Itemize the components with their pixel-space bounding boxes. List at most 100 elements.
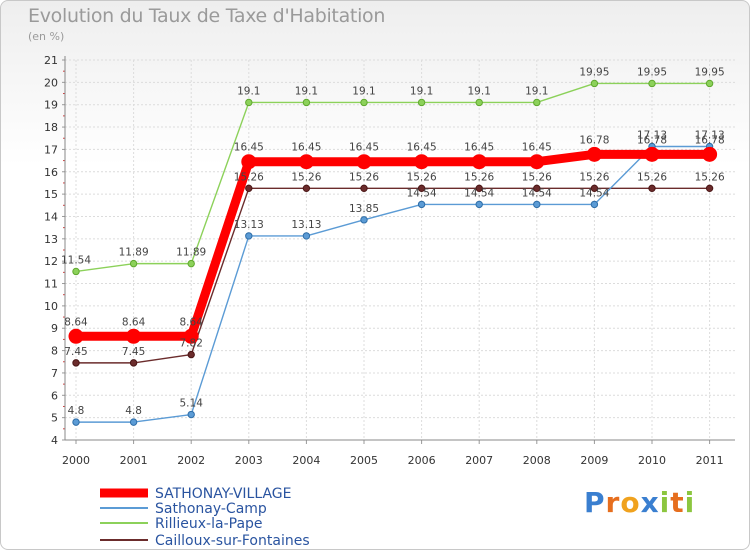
data-label: 8.64 bbox=[180, 316, 204, 328]
data-label: 14.54 bbox=[407, 187, 437, 199]
data-point bbox=[586, 146, 602, 162]
y-tick-label: 8 bbox=[51, 345, 58, 358]
data-point bbox=[702, 146, 718, 162]
data-point bbox=[245, 232, 253, 240]
data-label: 19.1 bbox=[237, 85, 260, 97]
logo-letter: P bbox=[584, 486, 606, 519]
logo-letter: x bbox=[640, 486, 660, 519]
data-label: 14.54 bbox=[522, 187, 552, 199]
data-label: 11.54 bbox=[61, 254, 91, 266]
data-point bbox=[590, 200, 599, 209]
data-label: 13.13 bbox=[234, 219, 264, 231]
x-tick-label: 2009 bbox=[580, 454, 608, 467]
legend-label: Rillieux-la-Pape bbox=[155, 516, 263, 532]
y-tick-label: 17 bbox=[44, 143, 58, 156]
data-point bbox=[417, 98, 426, 107]
data-point bbox=[360, 184, 368, 193]
data-point bbox=[590, 184, 599, 193]
data-label: 15.26 bbox=[579, 171, 609, 183]
x-tick-label: 2001 bbox=[120, 454, 148, 467]
data-point bbox=[475, 98, 483, 107]
x-tick-label: 2003 bbox=[235, 454, 263, 467]
y-tick-label: 12 bbox=[44, 255, 58, 268]
data-point bbox=[360, 98, 368, 107]
data-label: 15.26 bbox=[695, 171, 725, 183]
data-point bbox=[648, 184, 656, 193]
x-tick-label: 2005 bbox=[350, 454, 378, 467]
x-tick-label: 2000 bbox=[62, 454, 90, 467]
proxiti-logo: Proxiti bbox=[584, 486, 695, 519]
series-line-0 bbox=[76, 149, 710, 341]
chart-title: Evolution du Taux de Taxe d'Habitation bbox=[28, 5, 386, 27]
data-point bbox=[471, 154, 487, 170]
y-tick-label: 21 bbox=[44, 54, 58, 67]
y-tick-label: 19 bbox=[44, 99, 58, 112]
data-label: 15.26 bbox=[349, 171, 379, 183]
chart-unit: (en %) bbox=[28, 30, 65, 43]
series-line-1 bbox=[76, 145, 710, 423]
data-label: 15.26 bbox=[637, 171, 667, 183]
y-tick-label: 20 bbox=[44, 76, 58, 89]
x-tick-label: 2002 bbox=[177, 454, 205, 467]
data-point bbox=[414, 154, 430, 170]
data-point bbox=[126, 328, 142, 344]
y-tick-label: 9 bbox=[51, 322, 58, 335]
data-label: 17.13 bbox=[695, 130, 725, 142]
data-point bbox=[529, 154, 545, 170]
data-label: 16.78 bbox=[579, 134, 609, 146]
data-point bbox=[241, 154, 257, 170]
series-line-2 bbox=[75, 82, 710, 273]
y-tick-label: 15 bbox=[44, 188, 58, 201]
data-label: 11.89 bbox=[119, 247, 149, 259]
logo-letter: i bbox=[684, 486, 696, 519]
data-point bbox=[129, 259, 138, 268]
data-point bbox=[533, 200, 541, 209]
data-point bbox=[644, 146, 660, 162]
x-tick-label: 2006 bbox=[408, 454, 436, 467]
data-label: 16.45 bbox=[349, 142, 379, 154]
data-label: 19.1 bbox=[295, 85, 318, 97]
data-label: 15.26 bbox=[407, 171, 437, 183]
data-label: 16.45 bbox=[407, 142, 437, 154]
data-point bbox=[302, 98, 311, 107]
data-point bbox=[183, 328, 199, 344]
data-label: 16.45 bbox=[291, 142, 321, 154]
x-tick-label: 2004 bbox=[292, 454, 320, 467]
data-label: 15.26 bbox=[464, 171, 494, 183]
data-label: 16.45 bbox=[464, 142, 494, 154]
x-tick-label: 2008 bbox=[523, 454, 551, 467]
data-point bbox=[129, 359, 138, 367]
data-point bbox=[356, 154, 372, 170]
data-label: 19.95 bbox=[579, 66, 609, 78]
legend-label: SATHONAY-VILLAGE bbox=[155, 486, 291, 502]
data-point bbox=[302, 232, 311, 240]
data-point bbox=[187, 410, 195, 419]
data-label: 7.45 bbox=[122, 346, 145, 358]
x-tick-label: 2010 bbox=[638, 454, 666, 467]
data-label: 14.54 bbox=[579, 187, 609, 199]
data-label: 8.64 bbox=[64, 316, 88, 328]
data-label: 15.26 bbox=[234, 171, 264, 183]
data-point bbox=[590, 79, 599, 88]
logo-letter: r bbox=[605, 486, 621, 519]
data-point bbox=[187, 259, 195, 268]
data-point bbox=[705, 79, 714, 88]
logo-letter: i bbox=[659, 486, 671, 519]
data-point bbox=[648, 79, 656, 88]
series-line-3 bbox=[76, 187, 710, 364]
data-label: 8.64 bbox=[122, 316, 146, 328]
y-tick-label: 14 bbox=[44, 210, 58, 223]
legend-label: Cailloux-sur-Fontaines bbox=[155, 533, 310, 549]
x-tick-label: 2007 bbox=[465, 454, 493, 467]
data-point bbox=[72, 418, 80, 426]
y-tick-label: 11 bbox=[44, 278, 58, 291]
data-label: 14.54 bbox=[464, 187, 494, 199]
y-tick-label: 10 bbox=[44, 300, 58, 313]
data-label: 7.82 bbox=[180, 338, 203, 350]
logo-letter: t bbox=[670, 486, 685, 519]
data-label: 19.1 bbox=[468, 85, 491, 97]
x-tick-label: 2011 bbox=[696, 454, 724, 467]
data-label: 17.13 bbox=[637, 130, 667, 142]
